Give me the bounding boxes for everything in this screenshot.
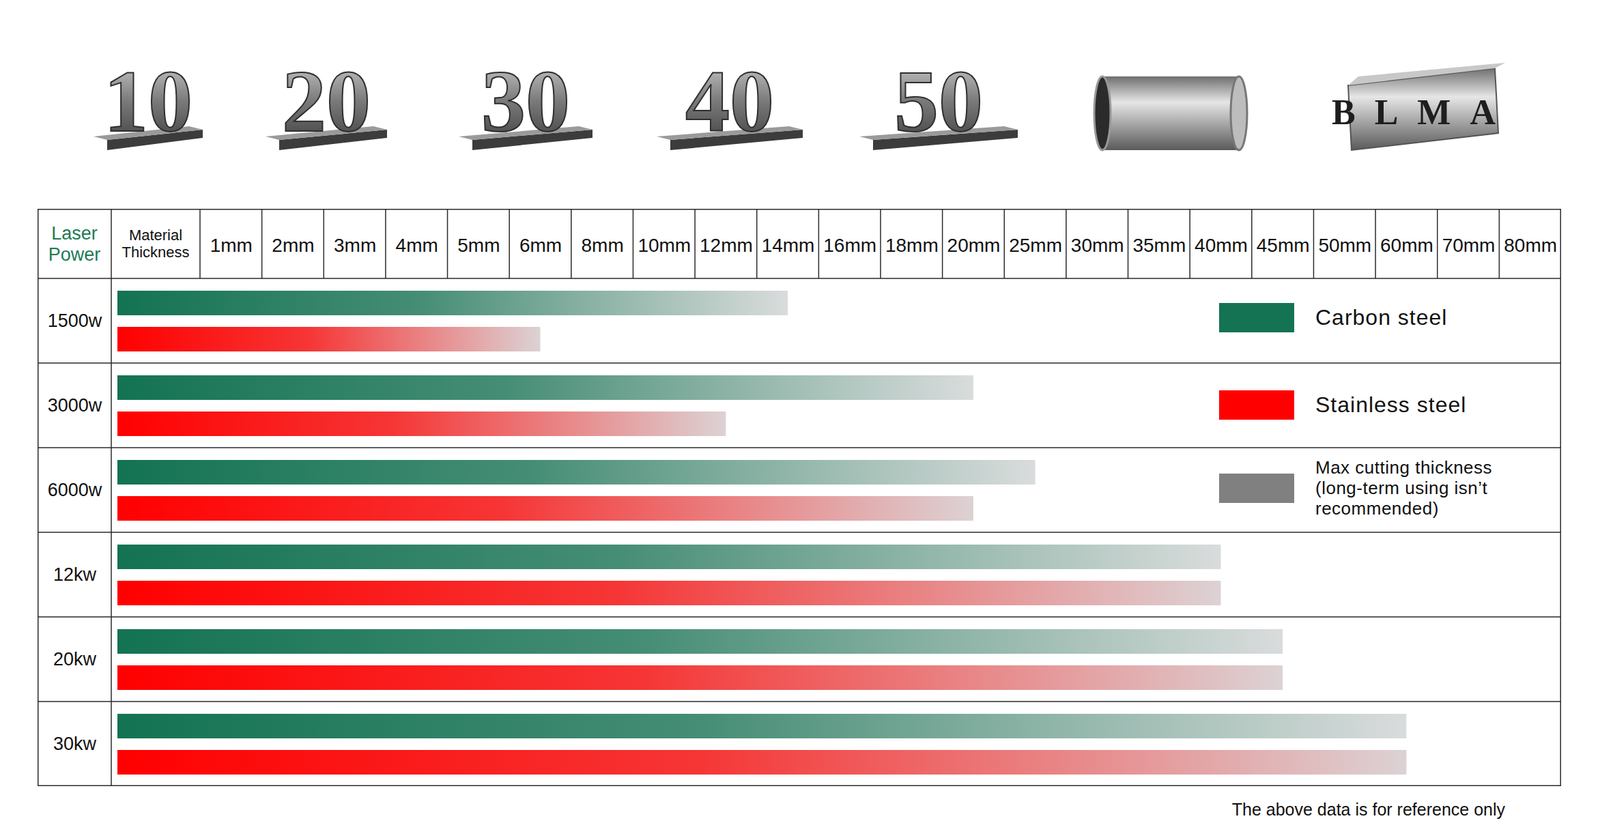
svg-text:40mm: 40mm — [1194, 234, 1248, 256]
svg-text:16mm: 16mm — [823, 234, 877, 256]
html-text:Stainless steel: Stainless steel — [1315, 392, 1467, 418]
svg-text:20: 20 — [281, 51, 371, 151]
svg-text:30kw: 30kw — [53, 733, 97, 755]
svg-text:8mm: 8mm — [581, 234, 624, 256]
svg-text:50mm: 50mm — [1318, 234, 1372, 256]
svg-text:60mm: 60mm — [1380, 234, 1434, 256]
svg-text:5mm: 5mm — [457, 234, 500, 256]
svg-text:1500w: 1500w — [47, 310, 103, 332]
svg-text:1mm: 1mm — [210, 234, 253, 256]
html-text:Carbon steel: Carbon steel — [1315, 305, 1448, 330]
svg-text:80mm: 80mm — [1503, 234, 1557, 256]
svg-text:2mm: 2mm — [271, 234, 314, 256]
svg-text:4mm: 4mm — [395, 234, 439, 256]
svg-text:10mm: 10mm — [637, 234, 691, 256]
svg-text:12kw: 12kw — [53, 564, 97, 585]
svg-text:BLMA: BLMA — [1331, 92, 1515, 132]
svg-text:50: 50 — [894, 51, 983, 151]
svg-text:10: 10 — [103, 51, 193, 151]
svg-text:MaterialThickness: MaterialThickness — [121, 226, 190, 261]
svg-text:3mm: 3mm — [333, 234, 377, 256]
svg-text:12mm: 12mm — [699, 234, 753, 256]
svg-text:70mm: 70mm — [1442, 234, 1496, 256]
svg-text:LaserPower: LaserPower — [48, 223, 102, 265]
svg-text:6000w: 6000w — [47, 479, 103, 501]
svg-text:35mm: 35mm — [1132, 234, 1186, 256]
svg-text:40: 40 — [685, 51, 775, 151]
svg-text:3000w: 3000w — [47, 395, 103, 416]
svg-text:14mm: 14mm — [761, 234, 816, 256]
svg-text:18mm: 18mm — [885, 234, 939, 256]
svg-text:6mm: 6mm — [519, 234, 562, 256]
svg-text:25mm: 25mm — [1008, 234, 1063, 256]
svg-text:30mm: 30mm — [1070, 234, 1125, 256]
svg-text:20mm: 20mm — [947, 234, 1001, 256]
html-text:Max cutting thickness (long-te: Max cutting thickness (long-term using i… — [1315, 457, 1493, 519]
svg-text:20kw: 20kw — [53, 649, 97, 670]
svg-text:45mm: 45mm — [1256, 234, 1310, 256]
svg-text:30: 30 — [481, 51, 570, 151]
html-text:The above data is for referenc: The above data is for reference only — [1231, 800, 1506, 820]
